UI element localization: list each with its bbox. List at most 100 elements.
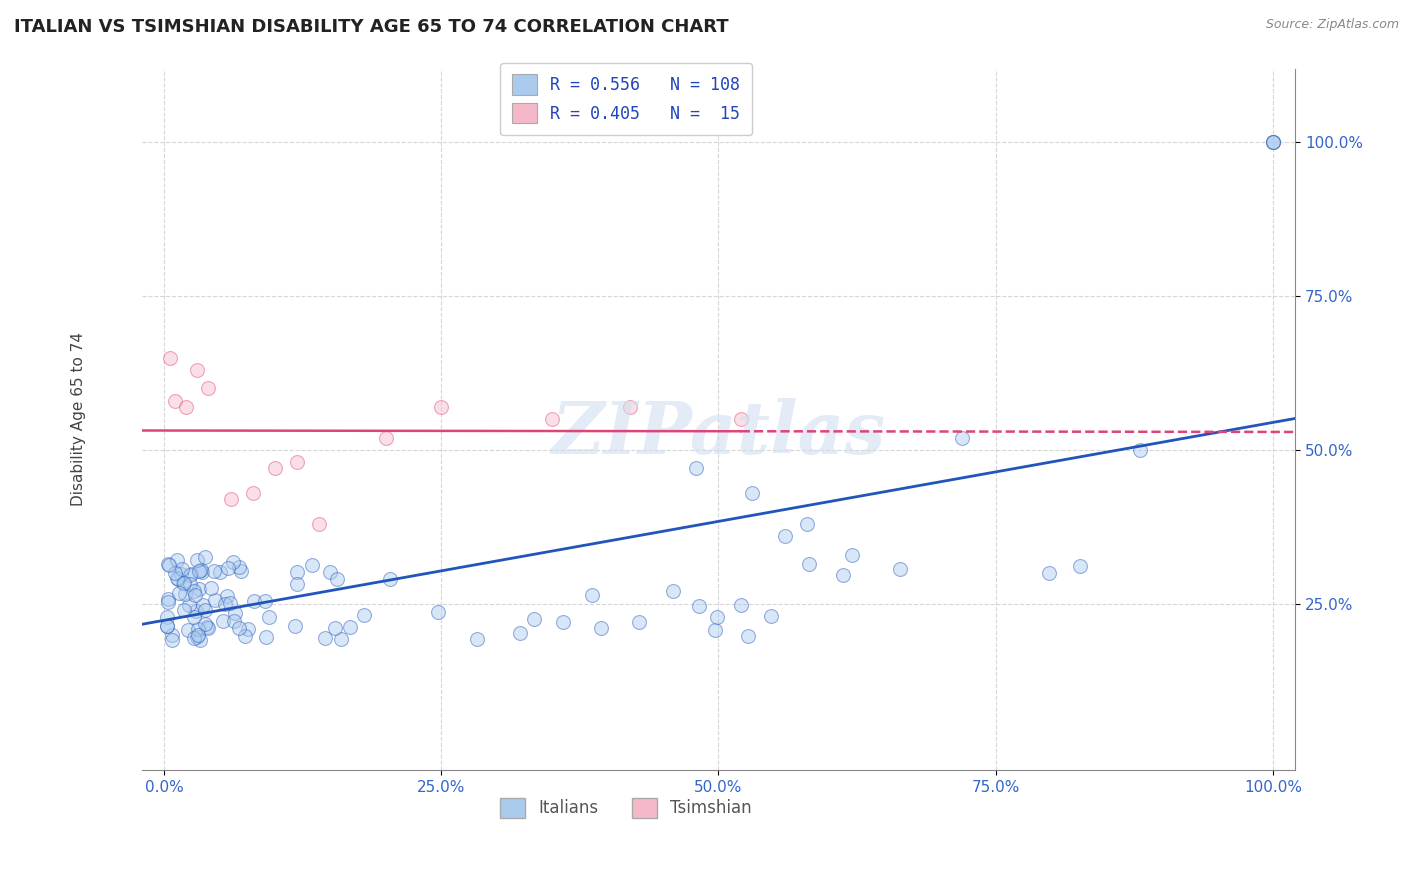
- Point: [523, 612, 546, 626]
- Point: [217, 561, 239, 575]
- Point: [179, 577, 201, 591]
- Point: [170, 562, 193, 576]
- Point: [186, 630, 208, 644]
- Point: [430, 400, 453, 414]
- Text: ZIPatlas: ZIPatlas: [551, 398, 886, 469]
- Point: [194, 616, 217, 631]
- Point: [952, 431, 974, 445]
- Point: [197, 382, 219, 396]
- Point: [841, 548, 863, 562]
- Point: [184, 588, 207, 602]
- Point: [319, 565, 342, 579]
- Point: [208, 565, 231, 579]
- Point: [509, 625, 531, 640]
- Point: [191, 598, 214, 612]
- Point: [180, 566, 202, 581]
- Point: [172, 575, 194, 590]
- Point: [214, 597, 236, 611]
- Point: [706, 609, 728, 624]
- Point: [253, 594, 276, 608]
- Point: [183, 631, 205, 645]
- Point: [242, 486, 264, 500]
- Point: [737, 629, 759, 643]
- Point: [187, 628, 209, 642]
- Point: [179, 598, 201, 612]
- Point: [759, 609, 782, 624]
- Point: [325, 572, 347, 586]
- Point: [889, 562, 911, 576]
- Point: [156, 558, 179, 572]
- Point: [551, 615, 574, 630]
- Point: [229, 564, 252, 578]
- Point: [166, 553, 188, 567]
- Point: [688, 599, 710, 613]
- Point: [191, 565, 214, 579]
- Point: [173, 587, 195, 601]
- Point: [233, 629, 256, 643]
- Point: [353, 607, 375, 622]
- Point: [1038, 566, 1060, 581]
- Text: ITALIAN VS TSIMSHIAN DISABILITY AGE 65 TO 74 CORRELATION CHART: ITALIAN VS TSIMSHIAN DISABILITY AGE 65 T…: [14, 18, 728, 36]
- Text: Source: ZipAtlas.com: Source: ZipAtlas.com: [1265, 18, 1399, 31]
- Point: [308, 516, 330, 531]
- Point: [628, 615, 651, 629]
- Point: [831, 568, 853, 582]
- Point: [188, 633, 211, 648]
- Point: [284, 619, 307, 633]
- Point: [314, 631, 336, 645]
- Point: [195, 619, 218, 633]
- Point: [285, 455, 308, 469]
- Point: [187, 623, 209, 637]
- Point: [197, 621, 219, 635]
- Point: [173, 602, 195, 616]
- Point: [730, 412, 752, 426]
- Point: [285, 565, 308, 579]
- Point: [174, 400, 197, 414]
- Point: [323, 622, 346, 636]
- Point: [160, 633, 183, 648]
- Point: [156, 610, 179, 624]
- Point: [730, 598, 752, 612]
- Point: [186, 552, 208, 566]
- Point: [173, 576, 195, 591]
- Point: [187, 582, 209, 596]
- Point: [167, 572, 190, 586]
- Point: [741, 486, 763, 500]
- Point: [157, 591, 180, 606]
- Point: [215, 589, 238, 603]
- Point: [166, 571, 188, 585]
- Point: [1261, 136, 1284, 150]
- Point: [426, 606, 449, 620]
- Point: [163, 566, 186, 581]
- Point: [179, 568, 201, 582]
- Point: [1261, 136, 1284, 150]
- Point: [228, 621, 250, 635]
- Point: [219, 492, 242, 507]
- Point: [194, 603, 217, 617]
- Point: [157, 595, 180, 609]
- Point: [703, 623, 725, 637]
- Point: [194, 549, 217, 564]
- Point: [243, 594, 266, 608]
- Point: [285, 577, 308, 591]
- Point: [378, 572, 401, 586]
- Point: [329, 632, 352, 647]
- Point: [177, 623, 200, 637]
- Point: [156, 619, 179, 633]
- Point: [685, 461, 707, 475]
- Point: [183, 584, 205, 599]
- Point: [159, 351, 181, 365]
- Point: [1069, 558, 1091, 573]
- Point: [156, 619, 179, 633]
- Point: [184, 604, 207, 618]
- Point: [374, 431, 396, 445]
- Point: [167, 586, 190, 600]
- Point: [224, 615, 246, 629]
- Point: [165, 393, 187, 408]
- Point: [204, 592, 226, 607]
- Point: [581, 588, 603, 602]
- Y-axis label: Disability Age 65 to 74: Disability Age 65 to 74: [72, 332, 86, 507]
- Point: [228, 560, 250, 574]
- Point: [224, 606, 246, 620]
- Point: [221, 556, 243, 570]
